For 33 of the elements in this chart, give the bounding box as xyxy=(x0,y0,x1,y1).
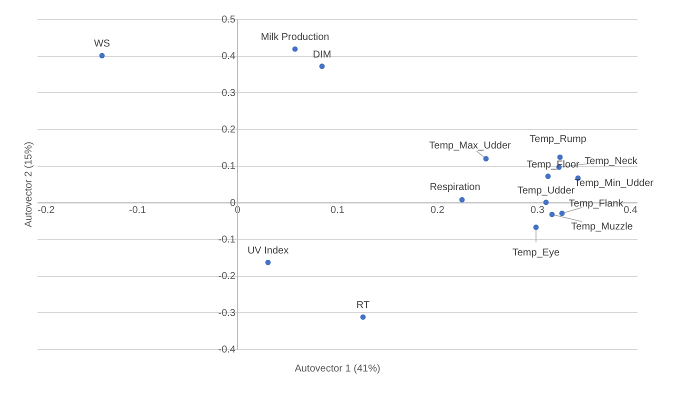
annotation: Milk Production xyxy=(260,32,330,44)
annotation: Temp_Flank xyxy=(568,198,624,210)
y-tick-label: -0.2 xyxy=(218,271,236,282)
y-tick-label: -0.4 xyxy=(218,344,236,356)
annotation: Temp_Max_Udder xyxy=(429,140,512,152)
x-tick-label: 0.4 xyxy=(624,204,638,216)
y-tick-label: 0.3 xyxy=(222,88,236,99)
y-tick-label: 0 xyxy=(230,198,236,209)
y-tick-label: 0.1 xyxy=(222,161,236,172)
annotation: DIM xyxy=(312,49,332,60)
x-tick-label: 0.3 xyxy=(530,204,545,216)
x-tick-label: -0.2 xyxy=(38,204,56,216)
y-tick-label: 0.5 xyxy=(222,14,236,26)
annotation: Temp_Udder xyxy=(517,185,576,196)
annotation: Respiration xyxy=(430,182,480,193)
annotation: WS xyxy=(94,38,110,50)
annotation: Temp_Neck xyxy=(584,156,638,168)
annotation: Temp_Muzzle xyxy=(571,221,634,232)
y-tick-label: 0.4 xyxy=(222,51,236,62)
annotation: Temp_Floor xyxy=(526,159,580,170)
x-axis-title: Autovector 1 (41%) xyxy=(294,364,380,374)
x-tick-label: 0.2 xyxy=(430,204,445,216)
y-tick-label: -0.3 xyxy=(218,308,236,319)
annotation: Temp_Eye xyxy=(512,247,560,258)
y-tick-label: -0.1 xyxy=(218,234,236,246)
annotation: RT xyxy=(356,300,370,312)
x-tick-label: -0.1 xyxy=(128,204,147,216)
y-tick-label: 0.2 xyxy=(222,124,236,136)
x-tick-label: 0.1 xyxy=(330,204,345,216)
annotation: UV Index xyxy=(247,245,289,256)
annotation: Temp_Rump xyxy=(530,134,587,146)
y-axis-title: Autovector 2 (15%) xyxy=(24,142,34,228)
annotation: Temp_Min_Udder xyxy=(574,178,654,190)
